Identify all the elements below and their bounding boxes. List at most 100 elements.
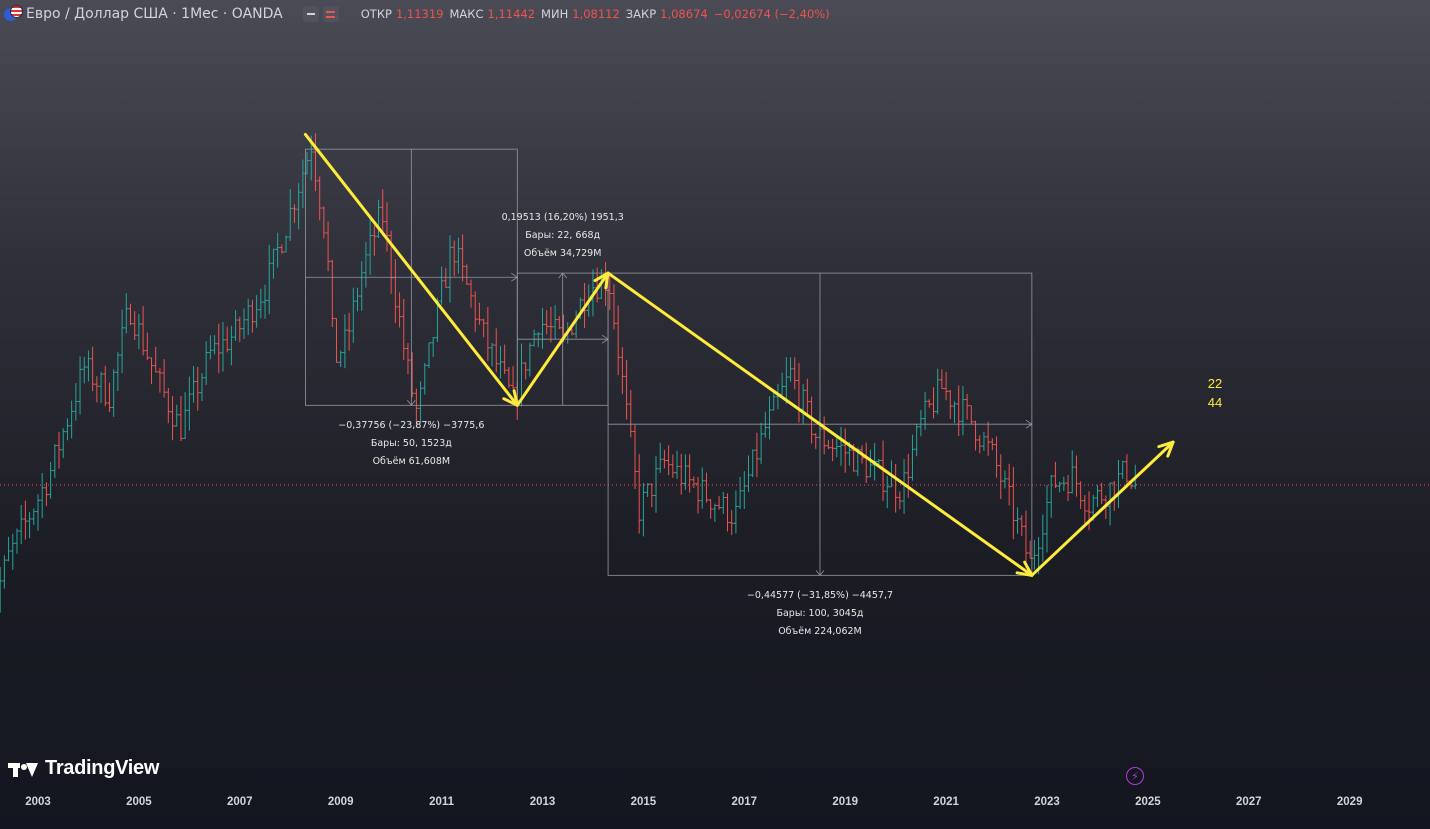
symbol-title[interactable]: Евро / Доллар США · 1Мес · OANDA bbox=[26, 6, 283, 22]
ohlc-bar bbox=[199, 373, 204, 401]
ohlc-bar bbox=[918, 410, 923, 437]
ohlc-bar bbox=[511, 365, 516, 389]
ohlc-bar bbox=[838, 426, 843, 466]
range-arrowhead bbox=[815, 570, 825, 576]
lightning-icon[interactable]: ⚡ bbox=[1126, 767, 1144, 785]
ohlc-bar bbox=[124, 293, 129, 334]
arrows-layer[interactable] bbox=[303, 132, 1175, 577]
collapse-button[interactable] bbox=[302, 6, 319, 22]
trend-arrow[interactable] bbox=[1030, 440, 1175, 577]
measure-volume: Объём 61,608M bbox=[372, 456, 451, 468]
ohlc-bar bbox=[742, 471, 747, 509]
ohlc-bar bbox=[233, 310, 238, 341]
ohlc-bar bbox=[40, 472, 45, 519]
ohlc-bar bbox=[363, 241, 368, 288]
ohlc-bar bbox=[351, 287, 356, 343]
ohlc-bar bbox=[107, 382, 112, 413]
ohlc-bar bbox=[502, 344, 507, 375]
ohlc-bar bbox=[960, 385, 965, 436]
x-tick-label: 2011 bbox=[429, 796, 455, 808]
measure-tools-layer[interactable] bbox=[304, 148, 1033, 576]
ohlc-bar bbox=[334, 318, 339, 363]
ohlc-bar bbox=[166, 387, 171, 424]
ohlc-bar bbox=[73, 383, 78, 421]
ohlc-bar bbox=[935, 368, 940, 415]
wave-count-1: 22 bbox=[1207, 376, 1223, 391]
ohlc-bar bbox=[162, 359, 167, 398]
time-axis[interactable]: 2003 2005 2007 2009 2011 2013 2015 2017 2019 2021… bbox=[0, 792, 1430, 816]
ohlc-bar bbox=[52, 444, 57, 479]
ohlc-bar bbox=[275, 232, 280, 268]
ohlc-bar bbox=[473, 291, 478, 332]
ohlc-bar bbox=[157, 368, 162, 393]
ohlc-bar bbox=[405, 342, 410, 375]
ohlc-bar bbox=[31, 508, 36, 525]
bars-style-button[interactable] bbox=[322, 6, 339, 22]
ohlc-bar bbox=[1015, 507, 1020, 534]
ohlc-bar bbox=[372, 225, 377, 256]
ohlc-bar bbox=[317, 176, 322, 221]
ohlc-bar bbox=[477, 302, 482, 325]
x-tick-label: 2009 bbox=[327, 796, 354, 808]
ohlc-bar bbox=[1099, 482, 1104, 504]
ohlc-bar bbox=[864, 442, 869, 484]
ohlc-bar bbox=[544, 310, 549, 335]
ohlc-bar bbox=[1023, 510, 1028, 569]
ohlc-bar bbox=[666, 445, 671, 476]
bars-icon bbox=[326, 10, 336, 18]
ohlc-bar bbox=[65, 418, 70, 441]
ohlc-bar bbox=[1087, 491, 1092, 531]
ohlc-bar bbox=[620, 347, 625, 395]
ohlc-bar bbox=[923, 392, 928, 430]
change-value: −0,02674 (−2,40%) bbox=[713, 7, 830, 21]
ohlc-bar bbox=[288, 189, 293, 242]
ohlc-bar bbox=[1061, 476, 1066, 492]
tradingview-logo[interactable]: TradingView bbox=[8, 757, 159, 780]
ohlc-bar bbox=[906, 453, 911, 498]
ohlc-bar bbox=[557, 316, 562, 330]
ohlc-bar bbox=[792, 357, 797, 390]
ohlc-bar bbox=[422, 362, 427, 395]
ohlc-bar bbox=[826, 439, 831, 450]
ohlc-bar bbox=[258, 288, 263, 319]
close-label: ЗАКР bbox=[625, 7, 657, 21]
ohlc-bar bbox=[927, 399, 932, 408]
x-tick-label: 2007 bbox=[227, 796, 253, 808]
ohlc-bar bbox=[443, 268, 448, 288]
ohlc-bar bbox=[6, 536, 11, 562]
ohlc-bar bbox=[220, 322, 225, 372]
measure-bars: Бары: 22, 668д bbox=[525, 230, 601, 242]
x-tick-label: 2013 bbox=[529, 796, 556, 808]
ohlc-bar bbox=[780, 372, 785, 396]
ohlc-bar bbox=[178, 396, 183, 442]
ohlc-bar bbox=[368, 218, 373, 275]
ohlc-bar bbox=[469, 279, 474, 308]
ohlc-bar bbox=[914, 423, 919, 457]
ohlc-bar bbox=[675, 450, 680, 479]
ohlc-bar bbox=[82, 356, 87, 384]
wave-count-label[interactable]: 22 44 bbox=[1198, 374, 1232, 412]
ohlc-bar bbox=[897, 491, 902, 510]
ohlc-bar bbox=[481, 318, 486, 338]
ohlc-bar bbox=[1116, 459, 1121, 509]
ohlc-bar bbox=[683, 454, 688, 490]
ohlc-bar bbox=[141, 306, 146, 356]
arrow-shaft bbox=[1030, 440, 1175, 577]
ohlc-bar bbox=[649, 483, 654, 508]
ohlc-bar bbox=[721, 491, 726, 514]
ohlc-bar bbox=[574, 310, 579, 338]
measure-label: 0,19513 (16,20%) 1951,3 bbox=[501, 212, 624, 224]
ohlc-bar bbox=[977, 435, 982, 454]
chart-canvas[interactable] bbox=[0, 0, 1430, 790]
measure-bars: Бары: 50, 1523д bbox=[370, 438, 452, 450]
ohlc-bar bbox=[393, 259, 398, 324]
measure-label: −0,44577 (−31,85%) −4457,7 bbox=[746, 590, 894, 602]
ohlc-bar bbox=[271, 248, 276, 279]
ohlc-bar bbox=[208, 335, 213, 360]
ohlc-bar bbox=[1078, 481, 1083, 509]
range-arrowhead bbox=[558, 272, 567, 279]
ohlc-bar bbox=[313, 133, 318, 192]
ohlc-values: ОТКР 1,11319 МАКС 1,11442 МИН 1,08112 ЗАКР 1… bbox=[361, 7, 832, 21]
ohlc-bar bbox=[61, 428, 66, 459]
x-tick-label: 2015 bbox=[630, 796, 657, 808]
